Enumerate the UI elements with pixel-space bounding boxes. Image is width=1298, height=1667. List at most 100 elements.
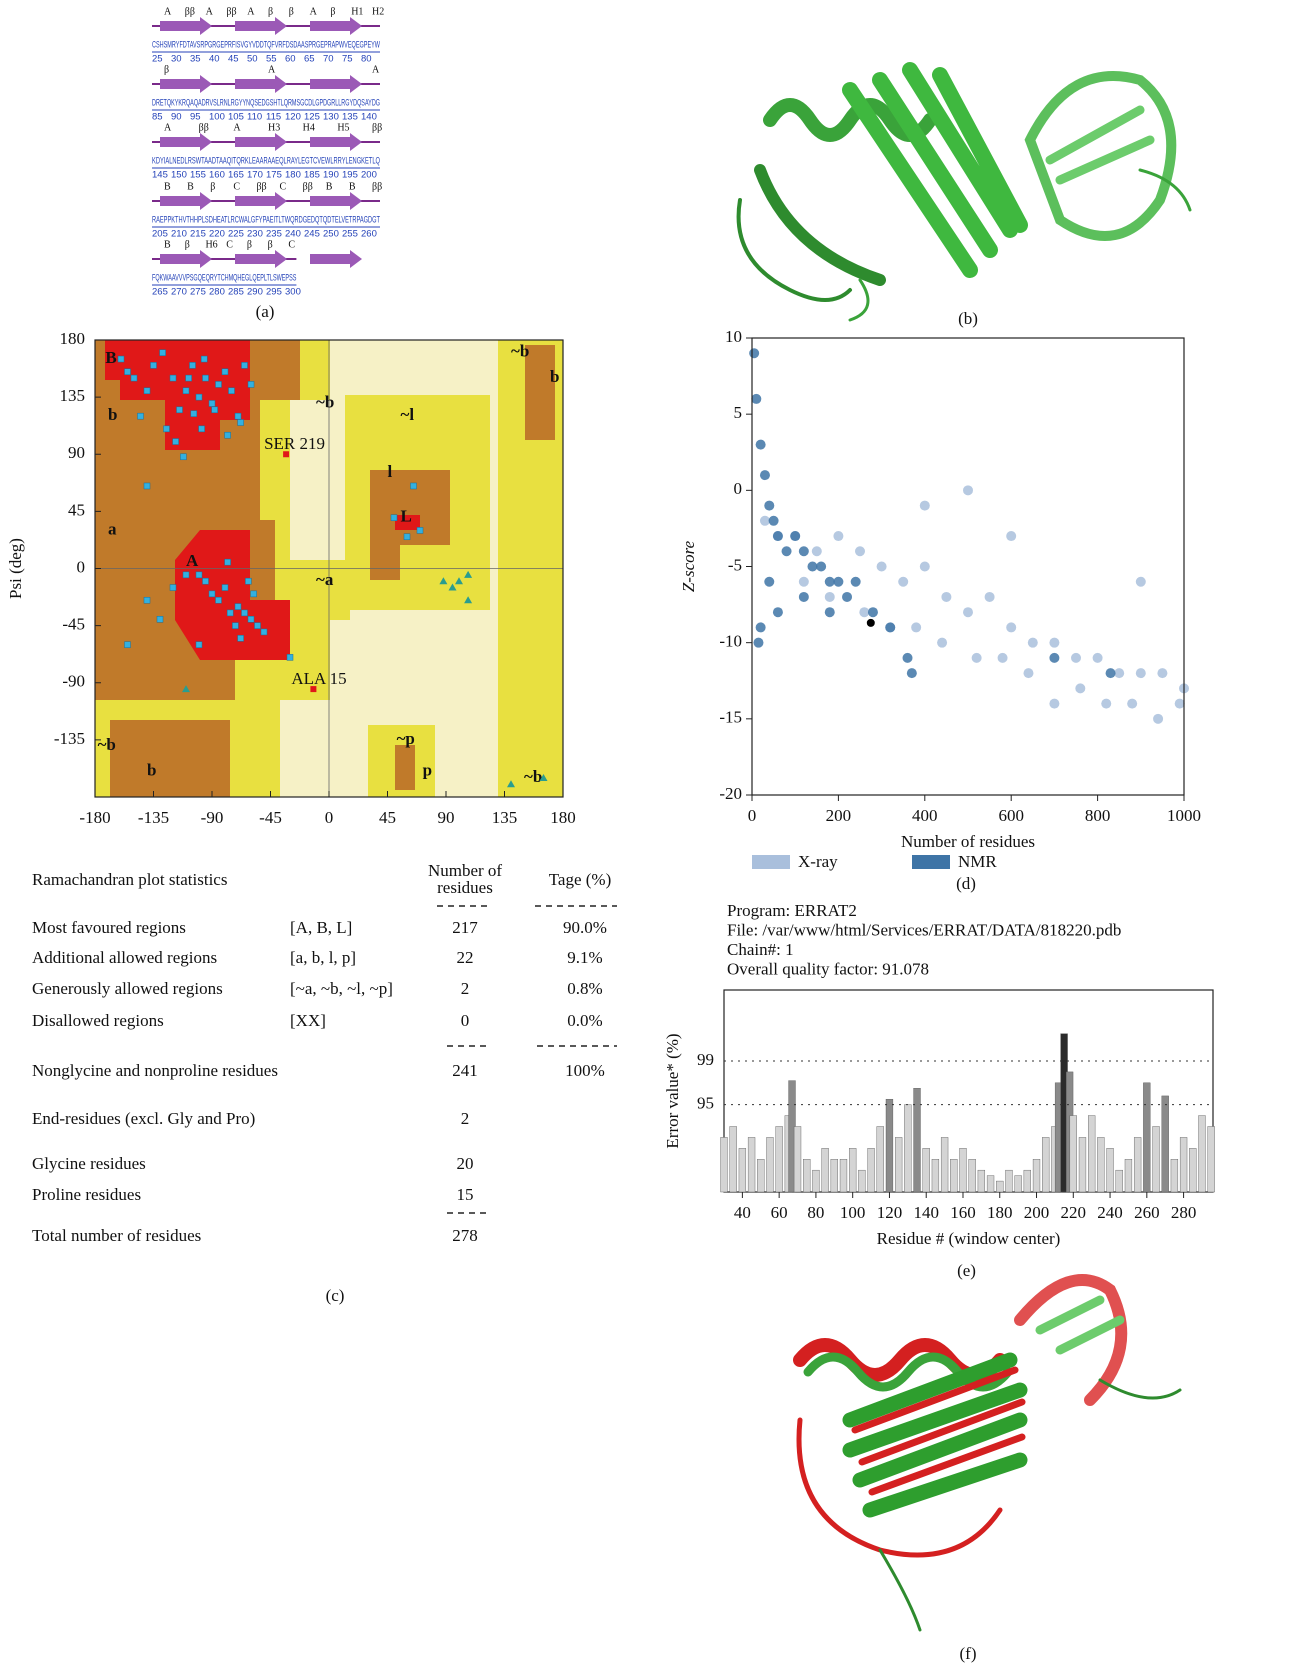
residue-number: 250 xyxy=(323,229,339,240)
x-tick-label: 80 xyxy=(807,1203,824,1222)
x-tick-label: 400 xyxy=(912,806,938,825)
point xyxy=(176,406,183,414)
point xyxy=(1135,576,1146,587)
point xyxy=(842,591,853,602)
ss-arrow xyxy=(160,133,212,151)
ss-arrow xyxy=(160,192,212,210)
ss-arrow xyxy=(310,192,362,210)
point xyxy=(182,387,190,395)
bar xyxy=(876,1126,884,1193)
residue-number: 125 xyxy=(304,112,320,123)
header-line: Chain#: 1 xyxy=(727,940,794,959)
bar xyxy=(1179,1137,1188,1193)
bar xyxy=(1023,1169,1031,1193)
residue-number: 175 xyxy=(266,170,282,181)
panel-label: (b) xyxy=(958,309,978,328)
x-tick-label: -135 xyxy=(138,808,169,827)
region-label: b xyxy=(147,761,156,780)
table-cell: 241 xyxy=(452,1061,478,1080)
point xyxy=(772,531,783,542)
point xyxy=(911,622,922,633)
bar xyxy=(793,1126,802,1193)
table-cell: 0.8% xyxy=(567,979,603,998)
point xyxy=(234,603,242,610)
bar xyxy=(913,1088,921,1193)
ss-arrow xyxy=(235,192,287,210)
table-cell: End-residues (excl. Gly and Pro) xyxy=(32,1109,256,1128)
point xyxy=(245,577,252,585)
region-label: ~a xyxy=(316,570,334,589)
residue-number: 155 xyxy=(190,170,206,181)
y-axis-label: Error value* (%) xyxy=(663,1033,682,1148)
table-cell: 9.1% xyxy=(567,948,603,967)
point xyxy=(250,590,257,598)
y-tick-label: 0 xyxy=(77,557,86,576)
residue-number: 160 xyxy=(209,170,225,181)
bar xyxy=(747,1137,756,1193)
panel-label: (c) xyxy=(326,1286,345,1305)
structure-f xyxy=(793,1274,1182,1632)
ss-label: β xyxy=(330,6,335,17)
residue-number: 60 xyxy=(285,54,296,65)
residue-number: 180 xyxy=(285,170,301,181)
table-cell: Nonglycine and nonproline residues xyxy=(32,1061,278,1080)
bar xyxy=(1133,1137,1142,1193)
ss-label: β xyxy=(247,239,252,250)
point xyxy=(764,576,775,587)
table-cell: [A, B, L] xyxy=(290,918,353,937)
x-tick-label: 180 xyxy=(550,808,576,827)
annotation: SER 219 xyxy=(264,434,325,453)
point xyxy=(163,425,170,433)
table-cell: Glycine residues xyxy=(32,1154,146,1173)
point xyxy=(182,685,190,693)
bar xyxy=(1189,1148,1197,1193)
x-tick-label: 260 xyxy=(1134,1203,1160,1222)
bar xyxy=(904,1104,912,1193)
bar xyxy=(931,1159,940,1193)
point xyxy=(228,387,235,395)
ss-label: β xyxy=(268,239,273,250)
x-tick-label: 45 xyxy=(379,808,396,827)
point xyxy=(237,419,244,426)
point xyxy=(150,362,157,369)
table-cell: Proline residues xyxy=(32,1185,142,1204)
region-label: ~b xyxy=(98,735,116,754)
ss-label: B xyxy=(164,239,171,250)
bar xyxy=(1170,1159,1179,1193)
bar xyxy=(885,1098,894,1193)
residue-number: 40 xyxy=(209,54,220,65)
region-label: ~b xyxy=(524,767,542,786)
ss-label: C xyxy=(226,239,233,250)
residue-number: 110 xyxy=(247,112,262,123)
point xyxy=(919,561,930,572)
point xyxy=(215,381,222,388)
bar xyxy=(1106,1148,1114,1193)
ss-arrow xyxy=(310,250,362,268)
table-cell: Total number of residues xyxy=(32,1226,202,1245)
table-cell: 278 xyxy=(452,1226,478,1245)
residue-number: 55 xyxy=(266,54,277,65)
table-cell: 0.0% xyxy=(567,1011,603,1030)
point xyxy=(195,571,203,579)
table-cell: 100% xyxy=(565,1061,605,1080)
point xyxy=(781,546,792,557)
point xyxy=(798,546,809,557)
point xyxy=(117,355,125,363)
x-tick-label: 40 xyxy=(734,1203,751,1222)
plot-frame xyxy=(723,989,1214,1193)
residue-number: 270 xyxy=(171,287,187,298)
sequence: DRETQKYKRQAQADRVSLRNLRGYYNQSEDGSHTLQRMSG… xyxy=(152,98,380,109)
residue-number: 225 xyxy=(228,229,244,240)
point xyxy=(1105,668,1116,679)
panel-label: (f) xyxy=(960,1644,977,1663)
residue-number: 290 xyxy=(247,287,263,298)
residue-number: 220 xyxy=(209,229,225,240)
y-tick-label: 135 xyxy=(60,386,86,405)
ss-label: H5 xyxy=(337,122,349,133)
point xyxy=(867,607,878,618)
bar xyxy=(1143,1082,1151,1193)
ss-label: A xyxy=(372,64,380,75)
point xyxy=(1049,652,1060,663)
table-cell: Disallowed regions xyxy=(32,1011,164,1030)
residue-number: 245 xyxy=(304,229,320,240)
